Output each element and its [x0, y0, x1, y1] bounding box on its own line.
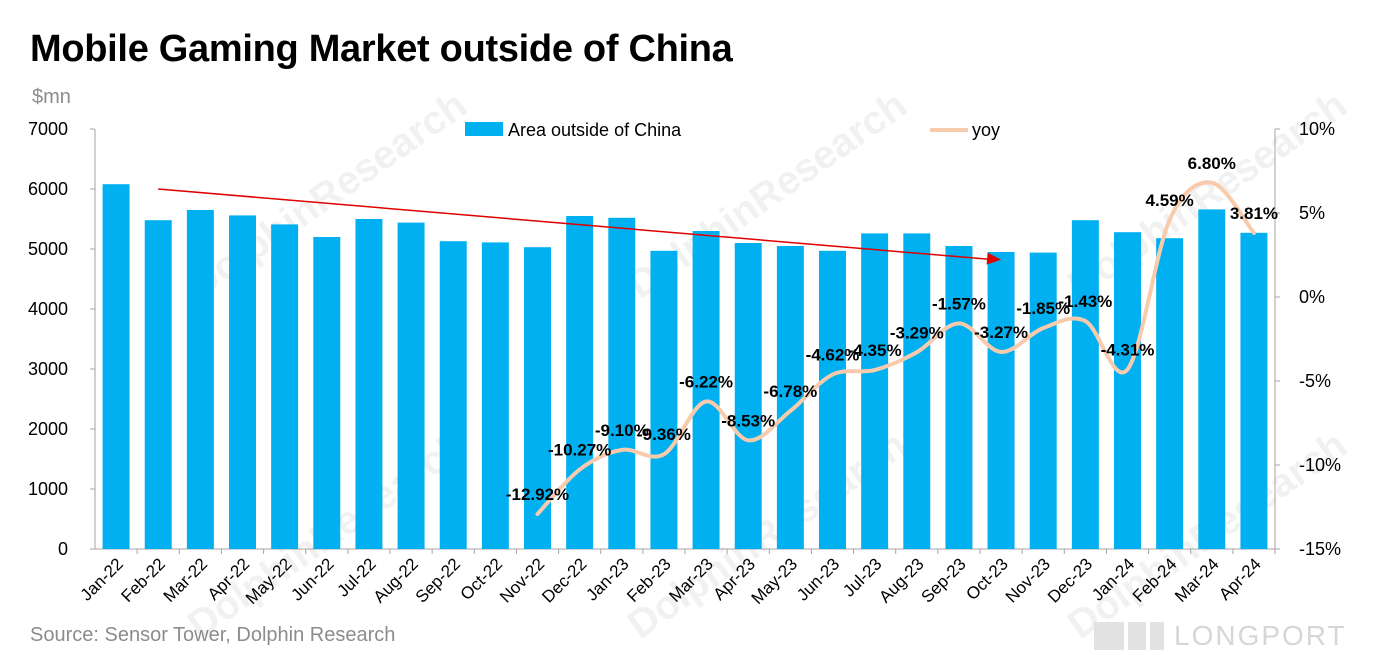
- yoy-data-label: -3.27%: [974, 323, 1028, 342]
- x-tick-label: Nov-23: [1002, 554, 1054, 606]
- bar: [355, 219, 383, 549]
- yoy-data-label: -8.53%: [721, 411, 775, 430]
- trend-arrow-head: [986, 252, 1002, 265]
- y-right-tick-label: 10%: [1299, 119, 1335, 139]
- y-left-tick-label: 5000: [28, 239, 68, 259]
- legend-swatch-bars: [465, 122, 503, 136]
- x-tick-label: Aug-23: [875, 554, 927, 606]
- yoy-data-label: -1.43%: [1058, 292, 1112, 311]
- y-left-tick-label: 2000: [28, 419, 68, 439]
- y-left-tick-label: 0: [58, 539, 68, 559]
- brand-logo: LONGPORT: [1094, 618, 1370, 654]
- trend-layer: [158, 188, 1002, 265]
- legend-label-line: yoy: [972, 120, 1000, 140]
- y-right-tick-label: -15%: [1299, 539, 1341, 559]
- bar: [313, 237, 341, 549]
- yoy-data-label: -10.27%: [548, 441, 611, 460]
- x-tick-label: Jan-23: [582, 554, 632, 604]
- x-tick-label: Jan-22: [77, 554, 127, 604]
- yoy-data-label: -6.22%: [679, 372, 733, 391]
- x-tick-label: Jun-23: [793, 554, 843, 604]
- yoy-data-label: -4.31%: [1101, 340, 1155, 359]
- bar: [1240, 232, 1268, 550]
- bar: [229, 215, 256, 549]
- bar: [734, 243, 762, 549]
- bars-layer: [102, 184, 1268, 550]
- bar: [608, 217, 636, 550]
- y-left-tick-label: 1000: [28, 479, 68, 499]
- brand-name: LONGPORT: [1174, 620, 1347, 651]
- data-labels-layer: -12.92% -10.27%-9.10%-9.36% -6.22% -8.53% -6…: [506, 154, 1278, 504]
- bar: [776, 246, 804, 549]
- x-tick-label: Aug-22: [370, 554, 422, 606]
- ticks-layer: 0 1000 2000 3000 4000 5000 6000 7000 -15% -10% -5%…: [28, 119, 1341, 608]
- bar: [1198, 209, 1226, 549]
- bar: [650, 250, 678, 550]
- chart-legend: Area outside of China yoy: [465, 120, 1000, 140]
- yoy-data-label: -6.78%: [763, 382, 817, 401]
- chart-title: Mobile Gaming Market outside of China: [30, 28, 733, 70]
- bar: [819, 250, 846, 550]
- yoy-data-label: 6.80%: [1188, 154, 1236, 173]
- yoy-line: [535, 180, 1256, 517]
- y-left-tick-label: 3000: [28, 359, 68, 379]
- yoy-data-label: -12.92%: [506, 485, 569, 504]
- bar: [861, 233, 889, 549]
- yoy-data-label: -4.35%: [848, 341, 902, 360]
- bar: [1156, 238, 1184, 549]
- x-tick-label: Nov-22: [496, 554, 548, 606]
- trend-arrow-line: [158, 188, 996, 261]
- yoy-data-label: -1.85%: [1016, 299, 1070, 318]
- yoy-data-label: 4.59%: [1146, 191, 1194, 210]
- bar: [903, 233, 931, 549]
- unit-label: $mn: [32, 86, 71, 108]
- y-left-tick-label: 7000: [28, 119, 68, 139]
- bar: [397, 222, 425, 549]
- bar: [945, 246, 973, 549]
- bar: [566, 216, 594, 549]
- bar: [186, 210, 214, 549]
- x-tick-label: Apr-24: [1215, 554, 1265, 604]
- yoy-data-label: -9.10%: [595, 421, 649, 440]
- bar: [439, 241, 467, 549]
- yoy-data-label: -4.62%: [806, 346, 860, 365]
- legend-label-bars: Area outside of China: [508, 120, 682, 140]
- x-tick-label: Sep-23: [918, 554, 970, 606]
- yoy-data-label: -9.36%: [637, 425, 691, 444]
- y-left-tick-label: 6000: [28, 179, 68, 199]
- bar: [1029, 252, 1057, 549]
- bar: [692, 231, 720, 549]
- bar: [481, 242, 509, 549]
- y-right-tick-label: 5%: [1299, 203, 1325, 223]
- y-right-tick-label: 0%: [1299, 287, 1325, 307]
- bar: [524, 247, 551, 549]
- bar: [1071, 220, 1099, 549]
- yoy-data-label: 3.81%: [1230, 204, 1278, 223]
- bar: [1114, 232, 1141, 549]
- x-tick-label: Sep-22: [412, 554, 464, 606]
- x-tick-label: Dec-22: [538, 554, 590, 606]
- x-tick-label: Feb-22: [118, 554, 170, 606]
- yoy-line-layer: [535, 180, 1256, 517]
- source-note: Source: Sensor Tower, Dolphin Research: [30, 624, 396, 646]
- bar: [144, 220, 172, 549]
- bar: [102, 184, 130, 549]
- y-right-tick-label: -10%: [1299, 455, 1341, 475]
- bar: [271, 224, 299, 549]
- yoy-data-label: -1.57%: [932, 294, 986, 313]
- yoy-data-label: -3.29%: [890, 323, 944, 342]
- bar: [987, 252, 1015, 549]
- y-left-tick-label: 4000: [28, 299, 68, 319]
- y-right-tick-label: -5%: [1299, 371, 1331, 391]
